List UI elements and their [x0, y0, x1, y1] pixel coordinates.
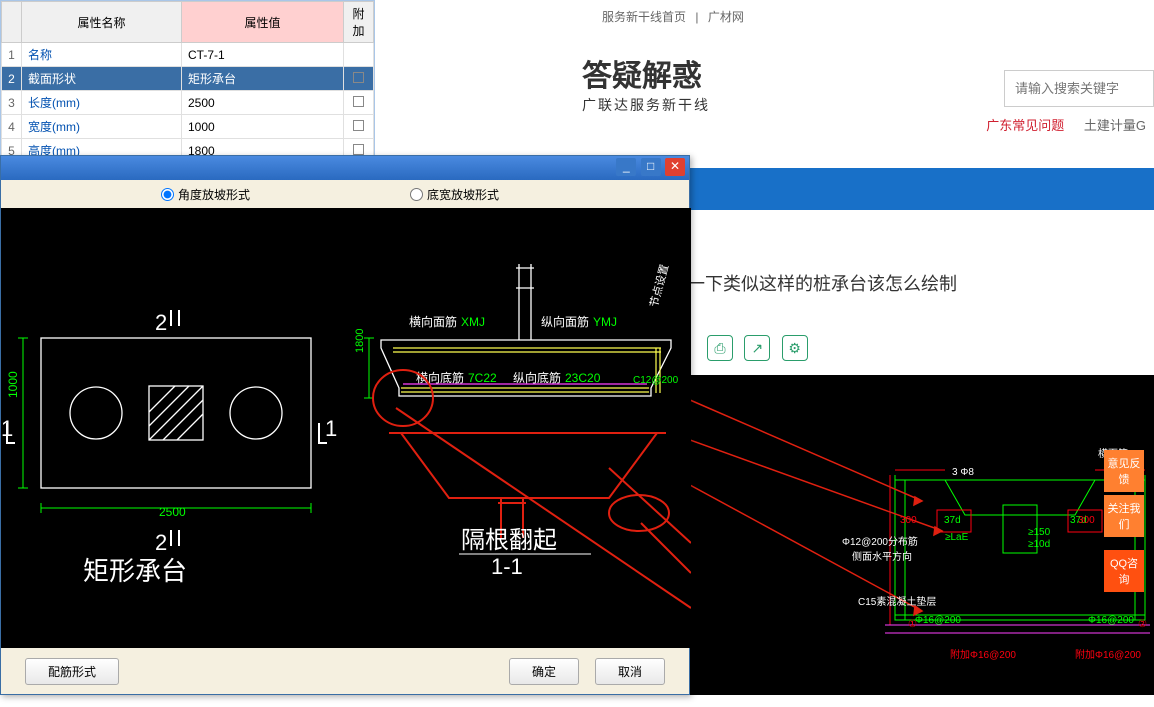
prop-extra-checkbox[interactable]: [344, 91, 374, 115]
drawing-canvas: 1 1 2 2 2500 1000 矩形承台: [1, 208, 689, 648]
section-dialog: _ □ ✕ 角度放坡形式 底宽放坡形式: [0, 155, 690, 695]
ok-button[interactable]: 确定: [509, 658, 579, 685]
svg-text:Φ12@200分布筋: Φ12@200分布筋: [842, 535, 918, 548]
row-number: 4: [2, 115, 22, 139]
col-name: 属性名称: [22, 2, 182, 43]
prop-name: 名称: [22, 43, 182, 67]
svg-text:7C22: 7C22: [468, 371, 497, 385]
cancel-button[interactable]: 取消: [595, 658, 665, 685]
svg-text:纵向面筋: 纵向面筋: [541, 314, 589, 329]
svg-text:3 Φ8: 3 Φ8: [952, 467, 974, 478]
feedback-float[interactable]: 意见反馈: [1104, 450, 1144, 492]
svg-text:纵向底筋: 纵向底筋: [513, 370, 561, 385]
follow-float[interactable]: 关注我们: [1104, 495, 1144, 537]
svg-text:隔根翻起: 隔根翻起: [461, 527, 557, 554]
search-input[interactable]: [1004, 70, 1154, 107]
svg-text:1: 1: [325, 416, 337, 441]
prop-value[interactable]: 2500: [182, 91, 344, 115]
svg-text:300: 300: [900, 515, 917, 526]
svg-text:附加Φ16@200: 附加Φ16@200: [950, 648, 1016, 661]
minimize-icon[interactable]: _: [616, 158, 636, 176]
col-extra: 附加: [344, 2, 374, 43]
dialog-titlebar[interactable]: _ □ ✕: [1, 156, 689, 180]
svg-text:横向面筋: 横向面筋: [409, 314, 457, 329]
svg-text:侧面水平方向: 侧面水平方向: [852, 550, 912, 563]
svg-text:23C20: 23C20: [565, 371, 601, 385]
prop-extra-checkbox[interactable]: [344, 43, 374, 67]
radio-width[interactable]: 底宽放坡形式: [410, 186, 499, 203]
svg-text:①: ①: [908, 619, 917, 630]
svg-text:2: 2: [155, 530, 167, 555]
property-row[interactable]: 1名称CT-7-1: [2, 43, 374, 67]
category-tabs: 广东常见问题 土建计量G: [978, 115, 1154, 134]
svg-text:≥150: ≥150: [1028, 527, 1051, 538]
gear-icon[interactable]: ⚙: [782, 335, 808, 361]
maximize-icon[interactable]: □: [641, 158, 661, 176]
prop-name: 截面形状: [22, 67, 182, 91]
svg-text:附加Φ16@200: 附加Φ16@200: [1075, 648, 1141, 661]
svg-text:Φ16@200: Φ16@200: [1088, 615, 1134, 626]
svg-text:1: 1: [1, 416, 13, 441]
tab-gd[interactable]: 广东常见问题: [986, 118, 1064, 133]
svg-text:≥LaE: ≥LaE: [945, 532, 969, 543]
drawing-svg: 1 1 2 2 2500 1000 矩形承台: [1, 208, 691, 648]
svg-text:矩形承台: 矩形承台: [83, 556, 187, 586]
svg-text:1000: 1000: [6, 371, 20, 398]
question-title: 一下类似这样的桩承台该怎么绘制: [687, 270, 957, 296]
svg-text:1800: 1800: [354, 329, 366, 353]
rebar-form-button[interactable]: 配筋形式: [25, 658, 119, 685]
prop-extra-checkbox[interactable]: [344, 67, 374, 91]
row-number: 2: [2, 67, 22, 91]
window-buttons: _ □ ✕: [615, 158, 685, 176]
svg-text:2: 2: [155, 310, 167, 335]
cad-detail-svg: 3 Φ8 300 37d 37d 300 ≥LaE ≥150 ≥10d Φ12@…: [690, 375, 1154, 695]
prop-extra-checkbox[interactable]: [344, 115, 374, 139]
prop-value[interactable]: 矩形承台: [182, 67, 344, 91]
prop-value[interactable]: CT-7-1: [182, 43, 344, 67]
slope-radio-bar: 角度放坡形式 底宽放坡形式: [1, 180, 689, 208]
close-icon[interactable]: ✕: [665, 158, 685, 176]
qq-float[interactable]: QQ咨询: [1104, 550, 1144, 592]
search-box: [1004, 70, 1154, 107]
nav-gcn-link[interactable]: 广材网: [708, 10, 744, 24]
row-number: 3: [2, 91, 22, 115]
action-icon-bar: ⎙ ↗ ⚙: [707, 335, 816, 361]
save-icon[interactable]: ⎙: [707, 335, 733, 361]
col-value: 属性值: [182, 2, 344, 43]
svg-text:≥10d: ≥10d: [1028, 539, 1050, 550]
property-row[interactable]: 3长度(mm)2500: [2, 91, 374, 115]
svg-text:YMJ: YMJ: [593, 315, 617, 329]
property-header-row: 属性名称 属性值 附加: [2, 2, 374, 43]
top-nav: 服务新干线首页 | 广材网: [582, 0, 1154, 33]
tab-tj[interactable]: 土建计量G: [1084, 118, 1146, 133]
prop-name: 长度(mm): [22, 91, 182, 115]
prop-value[interactable]: 1000: [182, 115, 344, 139]
embedded-cad-image: 3 Φ8 300 37d 37d 300 ≥LaE ≥150 ≥10d Φ12@…: [690, 375, 1154, 695]
property-row[interactable]: 2截面形状矩形承台: [2, 67, 374, 91]
svg-text:C15素混凝土垫层: C15素混凝土垫层: [858, 595, 936, 608]
svg-text:37d: 37d: [944, 515, 961, 526]
share-icon[interactable]: ↗: [744, 335, 770, 361]
svg-text:300: 300: [1078, 515, 1095, 526]
svg-text:2500: 2500: [159, 505, 186, 519]
svg-text:C12@200: C12@200: [633, 375, 679, 386]
dialog-button-bar: 配筋形式 确定 取消: [1, 648, 689, 694]
svg-text:1-1: 1-1: [491, 554, 523, 579]
row-number: 1: [2, 43, 22, 67]
svg-text:XMJ: XMJ: [461, 315, 485, 329]
radio-angle[interactable]: 角度放坡形式: [161, 186, 250, 203]
property-row[interactable]: 4宽度(mm)1000: [2, 115, 374, 139]
svg-text:②: ②: [1138, 619, 1147, 630]
prop-name: 宽度(mm): [22, 115, 182, 139]
nav-home-link[interactable]: 服务新干线首页: [602, 10, 686, 24]
svg-text:Φ16@200: Φ16@200: [915, 615, 961, 626]
